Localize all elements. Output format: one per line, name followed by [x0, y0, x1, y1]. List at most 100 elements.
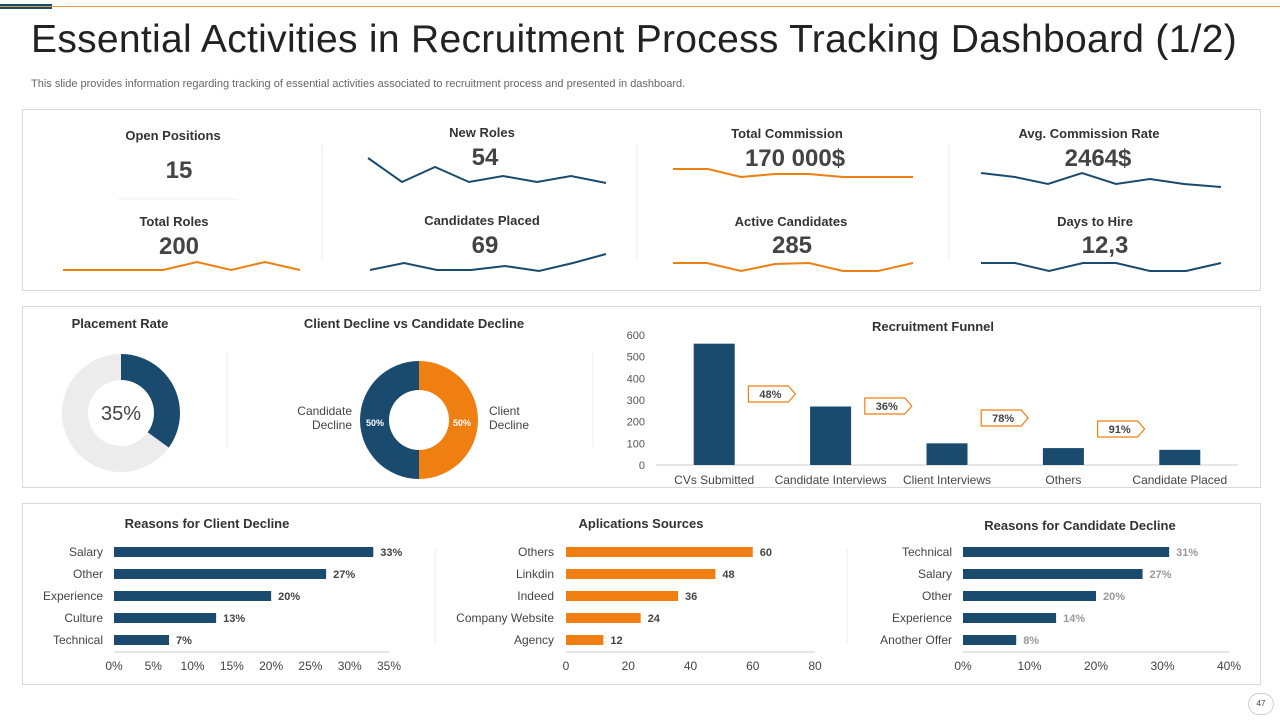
bar-value-label: 31% — [1176, 547, 1198, 559]
bar-xtick-label: 10% — [1017, 659, 1041, 673]
sparkline-candidates-placed — [369, 253, 607, 273]
conversion-tag — [980, 409, 1029, 427]
kpi-svg: Open Positions 15 Total Roles 200 New Ro… — [63, 125, 1222, 273]
bar-xtick-label: 10% — [181, 659, 205, 673]
kpi-label-new-roles: New Roles — [449, 125, 515, 140]
bar-value-label: 27% — [333, 569, 355, 581]
bar-xtick-label: 0% — [954, 659, 972, 673]
client-decline-bars: Salary 33% Other 27% Experience 20% Culture 13%… — [43, 545, 403, 673]
funnel-panel: Placement Rate 35% Client Decline vs Can… — [22, 306, 1261, 488]
bar — [566, 547, 753, 557]
kpi-label-total-roles: Total Roles — [139, 214, 208, 229]
conversion-rate-label: 36% — [876, 401, 898, 413]
funnel-ytick-label: 300 — [627, 395, 645, 407]
kpi-value-active-candidates: 285 — [772, 232, 812, 259]
funnel-bar — [1159, 449, 1201, 465]
bar-category-label: Other — [922, 589, 952, 603]
page-number: 47 — [1248, 693, 1274, 715]
placement-rate-title: Placement Rate — [72, 316, 169, 331]
sources-chart-title: Aplications Sources — [579, 516, 704, 531]
bar-category-label: Salary — [918, 567, 952, 581]
bar-value-label: 36 — [685, 591, 697, 603]
candidate-decline-pct: 50% — [366, 418, 384, 428]
bar-value-label: 48 — [722, 569, 734, 581]
placement-rate-value: 35% — [101, 403, 141, 425]
funnel-ytick-label: 600 — [627, 330, 645, 342]
bar — [963, 569, 1143, 579]
kpi-label-avg-commission: Avg. Commission Rate — [1018, 126, 1159, 141]
bar-category-label: Company Website — [456, 611, 554, 625]
bar-category-label: Culture — [64, 611, 103, 625]
decline-compare-title: Client Decline vs Candidate Decline — [304, 316, 524, 331]
bar — [114, 613, 217, 623]
donut-slice — [121, 354, 180, 448]
kpi-value-days-to-hire: 12,3 — [1082, 232, 1129, 259]
sparkline-new-roles — [367, 157, 607, 184]
donut-slice-client-decline — [419, 361, 479, 479]
funnel-ytick-label: 100 — [627, 438, 645, 450]
bar — [566, 635, 604, 645]
bar-xtick-label: 20 — [622, 659, 636, 673]
funnel-ytick-label: 400 — [627, 373, 645, 385]
sparkline-days-to-hire — [981, 262, 1222, 273]
conversion-rate-label: 91% — [1109, 424, 1131, 436]
bar-category-label: Agency — [514, 633, 554, 647]
bar — [114, 591, 272, 601]
kpi-label-total-commission: Total Commission — [731, 126, 843, 141]
kpi-value-candidates-placed: 69 — [472, 232, 499, 259]
header-rule — [0, 6, 1280, 7]
bar-value-label: 8% — [1023, 635, 1039, 647]
sources-bars: Others 60 Linkdin 48 Indeed 36 Company Website… — [456, 545, 822, 673]
kpi-value-new-roles: 54 — [472, 144, 499, 171]
bar-category-label: Linkdin — [516, 567, 554, 581]
bar-category-label: Technical — [53, 633, 103, 647]
kpi-label-open-positions: Open Positions — [125, 128, 220, 143]
kpi-value-avg-commission: 2464$ — [1065, 145, 1132, 172]
bar-category-label: Others — [518, 545, 554, 559]
bar — [566, 569, 716, 579]
bar — [114, 569, 327, 579]
funnel-chart: 0 100 200 300 400 500 600 CVs Submitted Candidat… — [627, 330, 1238, 487]
sparkline-total-commission — [673, 168, 913, 179]
bar-xtick-label: 30% — [338, 659, 362, 673]
candidate-decline-label-line2: Decline — [312, 418, 352, 432]
funnel-bar — [810, 406, 852, 465]
bar-value-label: 24 — [648, 613, 661, 625]
bar-category-label: Experience — [43, 589, 103, 603]
bar-xtick-label: 40 — [684, 659, 698, 673]
client-decline-label-line2: Decline — [489, 418, 529, 432]
placement-rate-donut — [62, 354, 180, 472]
candidate-decline-chart-title: Reasons for Candidate Decline — [984, 518, 1175, 533]
panel2-svg: Placement Rate 35% Client Decline vs Can… — [62, 316, 1238, 487]
bar-category-label: Salary — [69, 545, 103, 559]
bar-xtick-label: 20% — [1084, 659, 1108, 673]
decline-compare-donut — [359, 361, 479, 479]
kpi-label-days-to-hire: Days to Hire — [1057, 214, 1133, 229]
conversion-rate-label: 48% — [759, 389, 781, 401]
bar — [566, 613, 641, 623]
sparkline-active-candidates — [673, 261, 914, 273]
sparkline-avg-commission — [980, 171, 1222, 188]
bar-xtick-label: 40% — [1217, 659, 1241, 673]
kpi-label-candidates-placed: Candidates Placed — [424, 213, 540, 228]
bar-value-label: 13% — [223, 613, 245, 625]
bar-value-label: 60 — [760, 547, 772, 559]
bar-xtick-label: 0% — [105, 659, 123, 673]
kpi-panel: Open Positions 15 Total Roles 200 New Ro… — [22, 109, 1261, 291]
page-subtitle: This slide provides information regardin… — [31, 78, 686, 90]
sparkline-total-roles — [63, 260, 301, 272]
breakdown-panel: Reasons for Client Decline Aplications S… — [22, 503, 1261, 685]
candidate-decline-label-line1: Candidate — [297, 404, 352, 418]
bar-value-label: 7% — [176, 635, 192, 647]
bar-xtick-label: 30% — [1150, 659, 1174, 673]
bar — [114, 635, 169, 645]
funnel-category-label: Others — [1045, 473, 1081, 487]
kpi-label-active-candidates: Active Candidates — [735, 214, 848, 229]
funnel-ytick-label: 500 — [627, 352, 645, 364]
funnel-ytick-label: 0 — [639, 460, 645, 472]
bar — [566, 591, 679, 601]
kpi-value-total-roles: 200 — [159, 233, 199, 260]
client-decline-label: Client Decline — [489, 404, 529, 432]
bar-xtick-label: 15% — [220, 659, 244, 673]
funnel-category-label: Candidate Interviews — [775, 473, 887, 487]
